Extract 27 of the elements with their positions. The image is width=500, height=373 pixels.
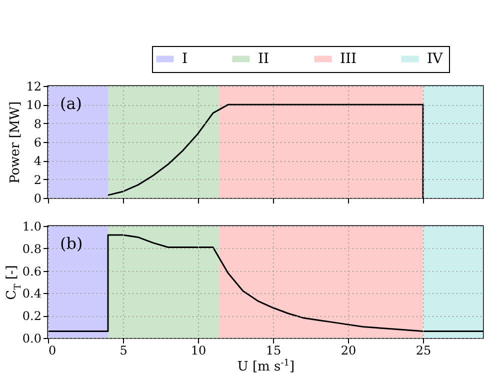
x-tick-label: 15: [266, 344, 282, 358]
y-tick-label: 1.0: [22, 220, 42, 234]
y-tick-label: 0.2: [22, 309, 42, 324]
x-tick-label: 5: [120, 344, 128, 358]
legend-label: III: [340, 51, 357, 67]
y-tick-label: 0.0: [22, 332, 42, 346]
y-tick-label: 2: [34, 172, 42, 187]
y-tick-label: 0.8: [22, 242, 42, 256]
y-tick-label: 0.4: [22, 286, 42, 301]
legend-label: IV: [427, 51, 444, 67]
y-axis-title: Power [MW]: [8, 101, 24, 184]
y-tick-label: 4: [34, 154, 42, 168]
y-tick-label: 8: [34, 116, 42, 131]
annotation: (b): [60, 234, 83, 253]
y-tick-label: 10: [26, 98, 42, 112]
y-tick-label: 0: [34, 192, 42, 206]
legend-label: II: [258, 51, 270, 67]
annotation: (a): [60, 94, 82, 113]
x-tick-label: 20: [340, 344, 356, 358]
y-tick-label: 6: [34, 136, 42, 150]
x-tick-label: 10: [190, 344, 206, 358]
x-axis-title: U [m s$^{-1}$]: [237, 358, 295, 373]
x-tick-label: 0: [48, 344, 56, 358]
legend-label: I: [182, 51, 188, 67]
y-tick-label: 12: [26, 80, 42, 94]
x-tick-label: 25: [416, 344, 432, 358]
y-tick-label: 0.6: [22, 264, 42, 278]
